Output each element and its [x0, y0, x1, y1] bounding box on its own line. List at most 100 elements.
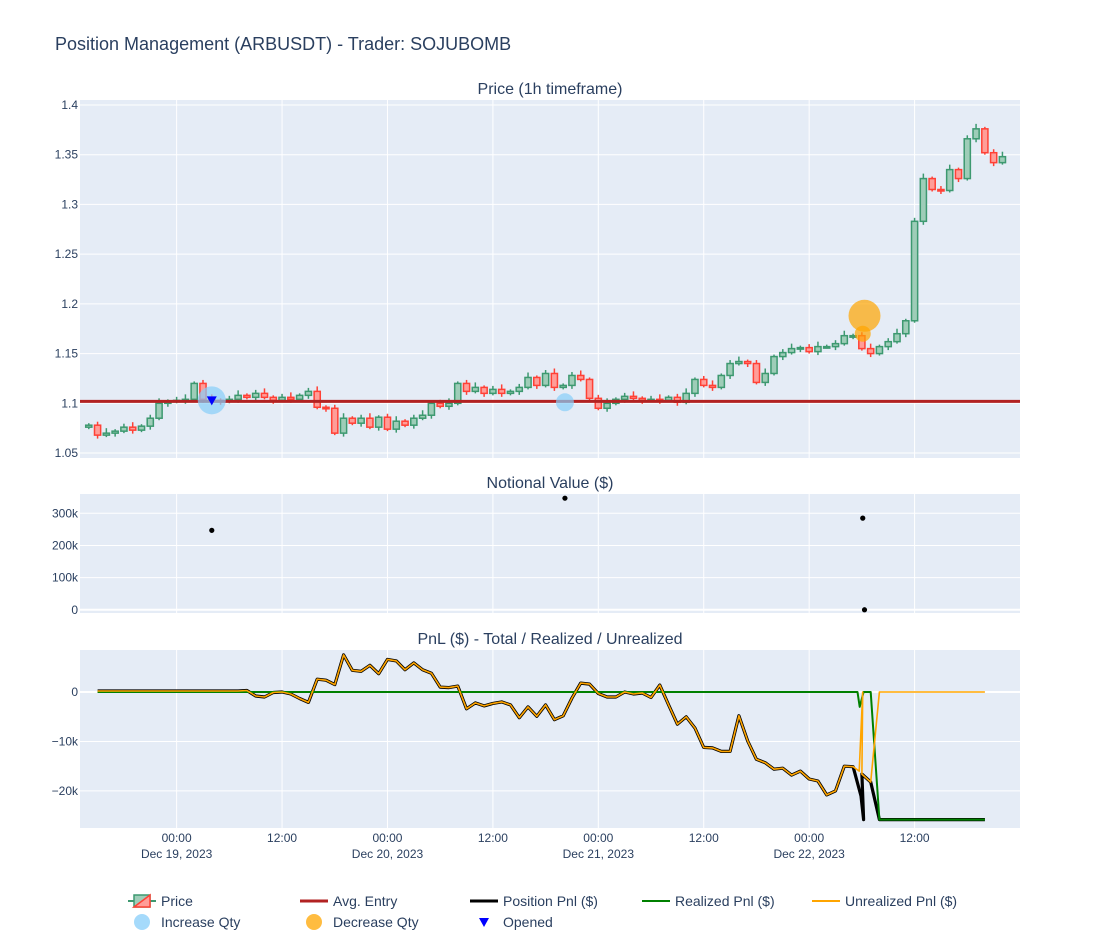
candle: [866, 343, 875, 358]
x-tick-date-label: Dec 21, 2023: [563, 847, 635, 861]
plot-area: [80, 494, 1020, 613]
candle-body: [708, 384, 717, 389]
legend-item-avg[interactable]: Avg. Entry: [300, 893, 397, 909]
y-tick-label: 1.25: [55, 247, 79, 261]
candle: [778, 349, 787, 361]
candle-body: [515, 386, 524, 393]
candle: [822, 344, 831, 349]
x-tick-date-label: Dec 20, 2023: [352, 847, 424, 861]
legend-item-inc[interactable]: Increase Qty: [134, 914, 240, 930]
candle: [928, 176, 936, 192]
legend-item-open[interactable]: Opened: [479, 914, 553, 930]
legend-item-unreal[interactable]: Unrealized Pnl ($): [812, 893, 957, 909]
candle: [541, 369, 550, 388]
candle: [260, 388, 269, 400]
y-tick-label: −20k: [52, 784, 79, 798]
legend-label: Opened: [503, 914, 553, 930]
candle-body: [357, 417, 365, 424]
y-tick-label: 200k: [52, 538, 79, 552]
candle-body: [137, 425, 146, 431]
candle: [304, 387, 313, 399]
candle-body: [998, 155, 1007, 164]
y-tick-label: 100k: [52, 571, 79, 585]
candle-body: [497, 388, 506, 395]
price-panel: 1.05 1.1 1.15 1.2 1.25 1.3 1.35 1.4 Price (1h ti…: [55, 81, 1020, 460]
x-tick-label: 12:00: [900, 831, 930, 845]
candle: [831, 340, 840, 351]
candle-body: [840, 334, 849, 345]
y-tick-label: 1.4: [61, 98, 78, 112]
candle: [524, 372, 532, 390]
candle: [814, 341, 822, 356]
candle: [884, 338, 893, 351]
candle-body: [480, 386, 488, 395]
candle-body: [743, 360, 752, 365]
legend-label: Decrease Qty: [333, 914, 419, 930]
candle-body: [93, 424, 102, 436]
candle-body: [445, 402, 453, 408]
candle: [330, 404, 339, 436]
legend-item-dec[interactable]: Decrease Qty: [306, 914, 419, 930]
candle-body: [506, 390, 515, 395]
candle-body: [392, 420, 401, 430]
candle-body: [937, 188, 945, 192]
candle: [752, 360, 761, 385]
legend[interactable]: Price Avg. Entry Position Pnl ($) Realized …: [128, 893, 957, 930]
candle-body: [576, 374, 585, 381]
candle-body: [866, 347, 875, 355]
legend-symbol-dec-icon: [306, 914, 322, 930]
candle-body: [585, 378, 594, 400]
candle-body: [919, 177, 928, 223]
candle-body: [603, 402, 611, 410]
candle: [708, 380, 717, 391]
candle: [515, 383, 524, 395]
x-tick-label: 00:00: [372, 831, 402, 845]
candle-body: [243, 394, 251, 399]
candle: [875, 344, 884, 356]
candle-body: [884, 340, 893, 348]
candle: [691, 377, 699, 397]
opened-marker: [206, 396, 217, 406]
candle: [770, 354, 778, 376]
candle: [559, 383, 568, 390]
candle: [761, 368, 770, 386]
candle: [251, 389, 260, 401]
candle-body: [726, 362, 734, 377]
candle-body: [928, 177, 936, 191]
decrease-qty-marker: [854, 325, 871, 342]
legend-item-price[interactable]: Price: [128, 893, 193, 909]
candle: [717, 373, 726, 390]
candle-body: [550, 372, 559, 389]
candle-body: [330, 407, 339, 434]
candle-body: [568, 374, 576, 387]
candle: [480, 385, 488, 397]
legend-item-pos[interactable]: Position Pnl ($): [470, 893, 598, 909]
legend-item-real[interactable]: Realized Pnl ($): [642, 893, 775, 909]
candle-body: [954, 168, 963, 180]
candle-body: [972, 128, 980, 140]
candle-body: [752, 362, 761, 384]
x-tick-label: 00:00: [583, 831, 613, 845]
candle-body: [462, 382, 471, 393]
candle-body: [128, 426, 137, 431]
notional-point: [860, 515, 866, 521]
candle: [743, 359, 752, 368]
candle: [568, 371, 576, 389]
candle: [893, 328, 901, 344]
candle: [963, 135, 972, 181]
candle: [981, 126, 989, 155]
y-tick-label: 1.05: [55, 446, 79, 460]
candle-body: [875, 345, 884, 355]
candle-body: [260, 392, 269, 399]
y-tick-label: 300k: [52, 506, 79, 520]
candle-body: [190, 382, 199, 401]
candle: [401, 419, 409, 428]
candle-body: [401, 420, 409, 426]
subplot-title: Price (1h timeframe): [478, 81, 623, 98]
candle: [93, 421, 102, 439]
candle: [726, 360, 734, 379]
candle-body: [295, 394, 304, 401]
candle: [322, 405, 330, 412]
candle: [840, 330, 849, 346]
